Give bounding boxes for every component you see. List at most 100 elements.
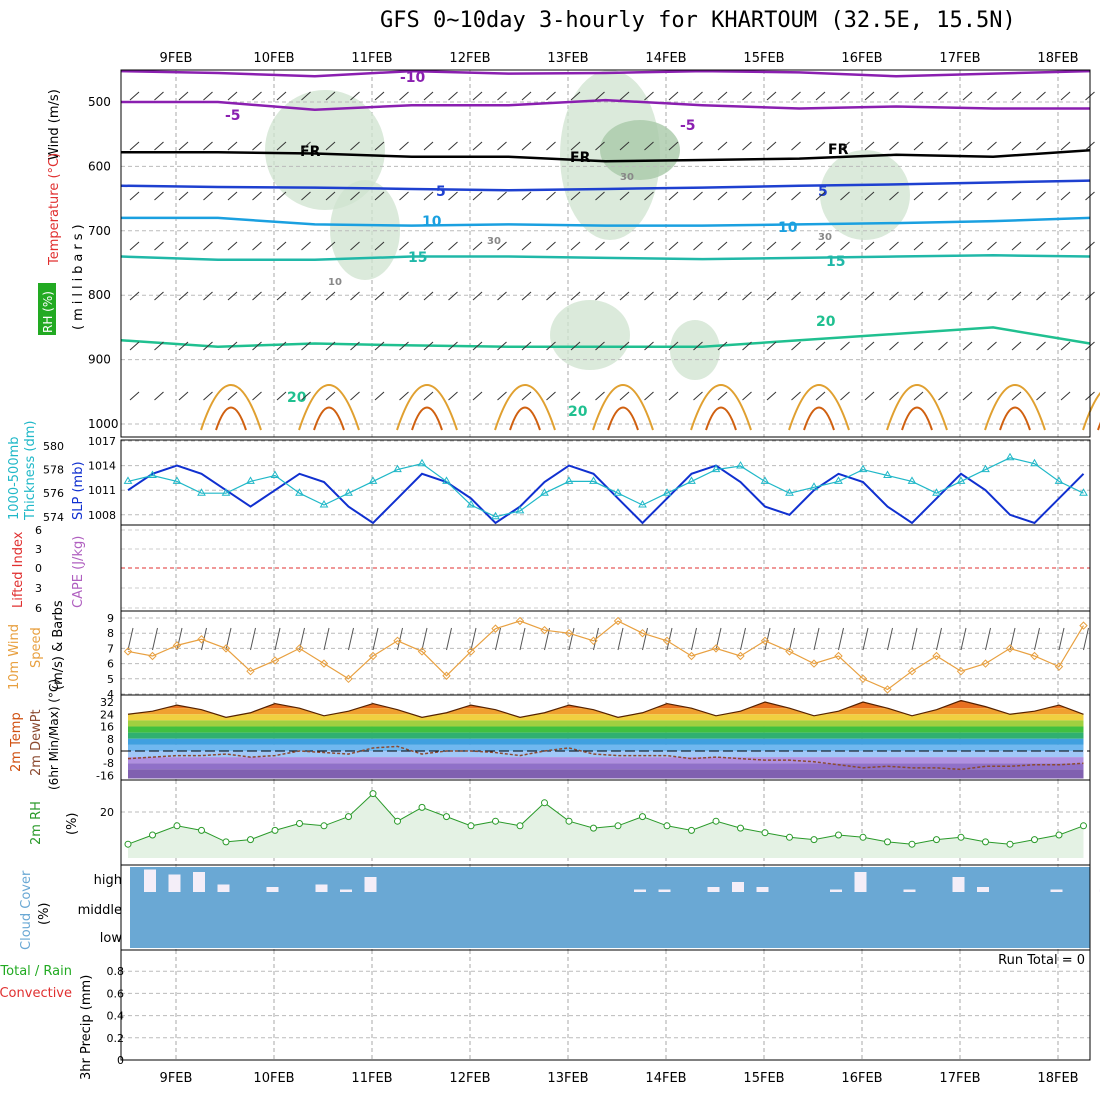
wind-speed-point xyxy=(344,674,353,684)
wind-barb xyxy=(668,91,679,101)
isotherm-label: 20 xyxy=(287,390,307,406)
wind-barb xyxy=(252,241,262,251)
rh2m-point xyxy=(639,813,646,821)
wind-barb xyxy=(840,341,850,351)
wind-barb xyxy=(154,391,164,401)
wind-barb xyxy=(962,91,973,101)
wind-barb xyxy=(864,391,875,401)
wind-barb xyxy=(938,341,948,351)
wind-tick-label: 7 xyxy=(107,642,114,655)
axis-label-lifted-index: Lifted Index xyxy=(11,531,26,608)
wind-speed-point xyxy=(1005,644,1015,653)
wind-barb xyxy=(742,91,752,101)
wind-barb xyxy=(448,141,458,151)
rh2m-point xyxy=(1055,831,1063,839)
thickness-point xyxy=(344,488,353,496)
wind-barb xyxy=(497,191,507,201)
wind-speed-point xyxy=(564,628,574,638)
cloud-high-bar xyxy=(658,889,671,892)
axis-label-wind: Wind (m/s) xyxy=(47,89,62,160)
wind-barb xyxy=(570,141,581,151)
thickness-line xyxy=(127,457,1084,518)
wind-barb xyxy=(913,341,924,351)
wind-tick-label: 4 xyxy=(107,688,114,701)
wind-barb xyxy=(325,191,336,201)
date-label-top: 13FEB xyxy=(547,51,588,66)
thickness-point xyxy=(466,500,476,508)
axis-label-speed: Speed xyxy=(29,627,44,668)
date-label-top: 15FEB xyxy=(743,51,784,66)
wind-barb xyxy=(789,627,795,651)
wind-barb xyxy=(644,191,654,201)
wind-barb xyxy=(325,341,336,351)
wind-barb xyxy=(840,141,850,151)
wind-barb xyxy=(693,341,703,351)
panel-frame xyxy=(120,439,1091,526)
rh2m-point xyxy=(222,838,230,846)
thickness-tick-label: 578 xyxy=(43,464,64,477)
wind-barb xyxy=(546,341,556,351)
isotherm-hot xyxy=(803,406,835,431)
wind-barb xyxy=(864,91,875,101)
temp-band xyxy=(128,714,1084,721)
wind-barb xyxy=(693,91,703,101)
wind-barb xyxy=(987,191,997,201)
wind-barb xyxy=(521,191,532,201)
slp-line xyxy=(127,464,1085,525)
isotherm-5 xyxy=(120,254,1091,262)
wind-barb xyxy=(570,341,581,351)
axis-label-barbs: (m/s) & Barbs xyxy=(51,600,66,690)
wind-speed-point xyxy=(736,651,745,661)
wind-barb xyxy=(840,291,850,301)
thickness-point xyxy=(760,476,770,484)
wind-barb xyxy=(497,241,507,251)
wind-barb xyxy=(962,391,973,401)
wind-barb xyxy=(274,627,281,651)
isotherm-label: 5 xyxy=(818,184,828,200)
date-label-top: 18FEB xyxy=(1037,51,1078,66)
wind-barb xyxy=(619,291,630,301)
rh2m-point xyxy=(394,817,401,825)
wind-barb xyxy=(544,627,550,651)
isotherm-hot xyxy=(411,406,443,431)
wind-barb xyxy=(570,241,581,251)
wind-barb xyxy=(717,341,728,351)
wind-barb xyxy=(521,91,532,101)
rh2m-point xyxy=(492,817,499,825)
wind-barb xyxy=(1011,241,1022,251)
temp-band xyxy=(128,732,1084,739)
isotherm-warm xyxy=(298,384,360,431)
wind-barb xyxy=(742,341,752,351)
wind-barb xyxy=(987,391,997,401)
wind-barb xyxy=(276,391,287,401)
wind-barb xyxy=(813,627,820,651)
rh2m-point xyxy=(1080,822,1087,830)
cloud-high-bar xyxy=(364,877,377,892)
wind-barb xyxy=(913,91,924,101)
date-label-bottom: 17FEB xyxy=(939,1071,980,1086)
wind-barb xyxy=(176,627,183,651)
axis-label-total-rain: Total / Rain xyxy=(0,964,72,979)
wind-barb xyxy=(1060,91,1071,101)
cloud-high-bar xyxy=(977,887,989,892)
wind-barb xyxy=(693,241,703,251)
wind-barb xyxy=(203,391,213,401)
thickness-point xyxy=(368,476,378,484)
wind-barb xyxy=(301,391,311,401)
isotherm-1 xyxy=(121,98,1090,111)
rh2m-point xyxy=(590,824,597,832)
rh2m-point xyxy=(149,831,156,839)
wind-barb xyxy=(399,391,409,401)
wind-speed-point xyxy=(197,635,206,644)
wind-barb xyxy=(1060,391,1071,401)
wind-barb xyxy=(323,627,330,651)
wind-barb xyxy=(227,391,238,401)
wind-barb xyxy=(203,191,213,201)
axis-label-2m-dewpt: 2m DewPt xyxy=(29,709,44,776)
wind-barb xyxy=(472,241,483,251)
wind-barb xyxy=(742,241,752,251)
wind-barb xyxy=(448,191,458,201)
date-label-bottom: 14FEB xyxy=(645,1071,686,1086)
wind-barb xyxy=(374,191,385,201)
